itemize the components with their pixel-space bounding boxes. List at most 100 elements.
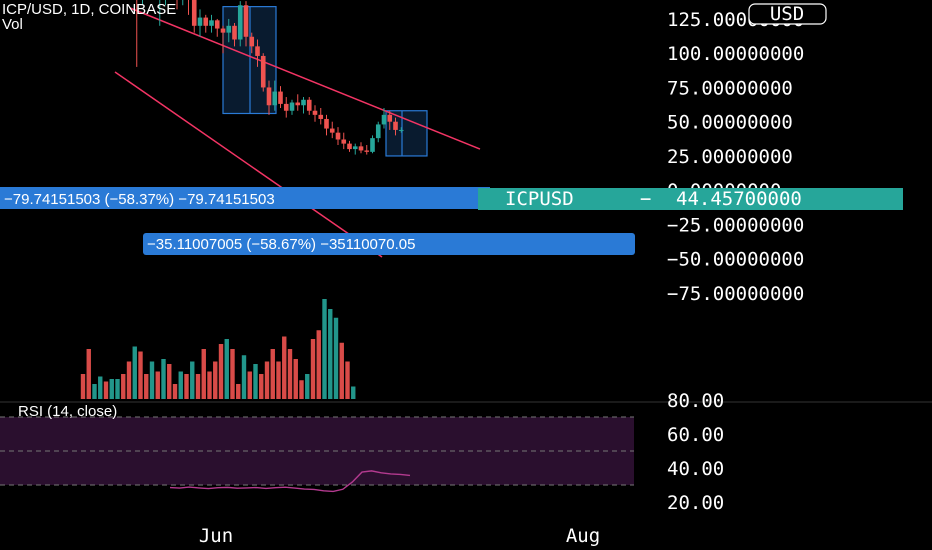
candle-body bbox=[283, 103, 289, 111]
price-tick-label: −75.00000000 bbox=[667, 283, 804, 305]
volume-bar bbox=[310, 339, 316, 399]
volume-bar bbox=[126, 361, 132, 399]
volume-bar bbox=[270, 349, 275, 399]
volume-bar bbox=[172, 384, 178, 399]
candle-body bbox=[347, 143, 352, 150]
volume-bar bbox=[328, 309, 333, 399]
candle-body bbox=[226, 25, 232, 33]
volume-bar bbox=[224, 339, 229, 399]
volume-bar bbox=[161, 359, 166, 399]
candle-body bbox=[272, 91, 278, 106]
volume-bar bbox=[144, 374, 149, 399]
volume-bar bbox=[138, 351, 143, 399]
candle-body bbox=[312, 110, 318, 115]
volume-bar bbox=[218, 344, 224, 399]
candle-body bbox=[249, 36, 255, 47]
candle-body bbox=[375, 124, 381, 139]
volume-bar bbox=[98, 376, 103, 399]
volume-bar bbox=[241, 355, 247, 399]
measure-label-lower-bg bbox=[143, 233, 635, 255]
price-tick-label: 75.00000000 bbox=[667, 77, 793, 99]
volume-bar bbox=[276, 361, 281, 399]
price-label-bg bbox=[478, 188, 903, 210]
volume-bar bbox=[264, 361, 270, 399]
volume-bar bbox=[195, 374, 201, 399]
volume-bar bbox=[115, 379, 120, 399]
price-label-symbol: ICPUSD bbox=[505, 188, 574, 210]
candle-body bbox=[301, 99, 306, 106]
volume-bar bbox=[167, 364, 172, 399]
rsi-tick-label: 40.00 bbox=[667, 458, 724, 480]
price-tick-label: 100.00000000 bbox=[667, 43, 804, 65]
time-tick-label: Jun bbox=[199, 525, 233, 547]
candle-body bbox=[341, 139, 347, 144]
candle-body bbox=[352, 146, 358, 150]
volume-bar bbox=[287, 349, 293, 399]
candle-body bbox=[197, 17, 203, 26]
volume-bar bbox=[103, 381, 109, 399]
volume-bar bbox=[149, 361, 155, 399]
volume-bar bbox=[230, 349, 235, 399]
volume-bar bbox=[339, 342, 344, 399]
candle-body bbox=[364, 150, 370, 152]
price-tick-label: 25.00000000 bbox=[667, 146, 793, 168]
candle-body bbox=[324, 118, 329, 129]
candle-body bbox=[370, 138, 375, 152]
rsi-tick-label: 80.00 bbox=[667, 390, 724, 412]
volume-bar bbox=[253, 364, 258, 399]
candle-body bbox=[381, 114, 387, 125]
candle-body bbox=[329, 128, 335, 133]
volume-bar bbox=[293, 359, 298, 399]
volume-bar bbox=[299, 380, 304, 399]
candle-body bbox=[306, 99, 312, 111]
rsi-tick-label: 20.00 bbox=[667, 492, 724, 514]
candle-body bbox=[358, 146, 364, 151]
candle-body bbox=[260, 55, 266, 88]
volume-bar bbox=[316, 330, 321, 399]
measure-label-upper: −79.74151503 (−58.37%) −79.74151503 bbox=[4, 191, 275, 208]
volume-label: Vol bbox=[2, 16, 23, 33]
candle-body bbox=[289, 102, 295, 111]
candle-body bbox=[266, 87, 272, 106]
candle-body bbox=[278, 91, 283, 104]
candle-body bbox=[214, 20, 220, 29]
volume-bar bbox=[201, 349, 206, 399]
measure-label-upper-bg bbox=[0, 187, 490, 209]
volume-bar bbox=[109, 379, 114, 399]
channel-upper-line bbox=[129, 7, 481, 150]
volume-bar bbox=[351, 386, 356, 399]
volume-bar bbox=[92, 384, 97, 399]
candle-body bbox=[335, 132, 341, 140]
volume-bar bbox=[333, 317, 339, 399]
candle-body bbox=[191, 0, 197, 26]
rsi-tick-label: 60.00 bbox=[667, 424, 724, 446]
volume-bar bbox=[282, 336, 287, 399]
candle-body bbox=[232, 25, 237, 40]
candle-body bbox=[318, 114, 324, 119]
volume-bar bbox=[178, 371, 183, 399]
volume-bar bbox=[247, 371, 252, 399]
candle-body bbox=[243, 5, 249, 37]
volume-bar bbox=[207, 371, 212, 399]
price-tick-label: −25.00000000 bbox=[667, 214, 804, 236]
candle-body bbox=[220, 28, 226, 33]
currency-button: USD bbox=[770, 3, 804, 25]
volume-bar bbox=[184, 374, 189, 399]
rsi-title: RSI (14, close) bbox=[18, 403, 118, 420]
volume-bar bbox=[121, 374, 126, 399]
measure-label-lower: −35.11007005 (−58.67%) −35110070.05 bbox=[147, 236, 415, 253]
candle-body bbox=[398, 129, 404, 131]
time-tick-label: Aug bbox=[566, 525, 600, 547]
volume-bar bbox=[86, 349, 91, 399]
candle-body bbox=[237, 5, 243, 40]
volume-bar bbox=[132, 346, 137, 399]
candle-body bbox=[393, 121, 398, 130]
volume-bar bbox=[190, 361, 195, 399]
volume-bar bbox=[322, 299, 327, 399]
symbol-title: ICP/USD, 1D, COINBASE bbox=[2, 1, 177, 18]
volume-bar bbox=[345, 361, 350, 399]
volume-bar bbox=[213, 361, 218, 399]
candle-body bbox=[387, 114, 393, 122]
